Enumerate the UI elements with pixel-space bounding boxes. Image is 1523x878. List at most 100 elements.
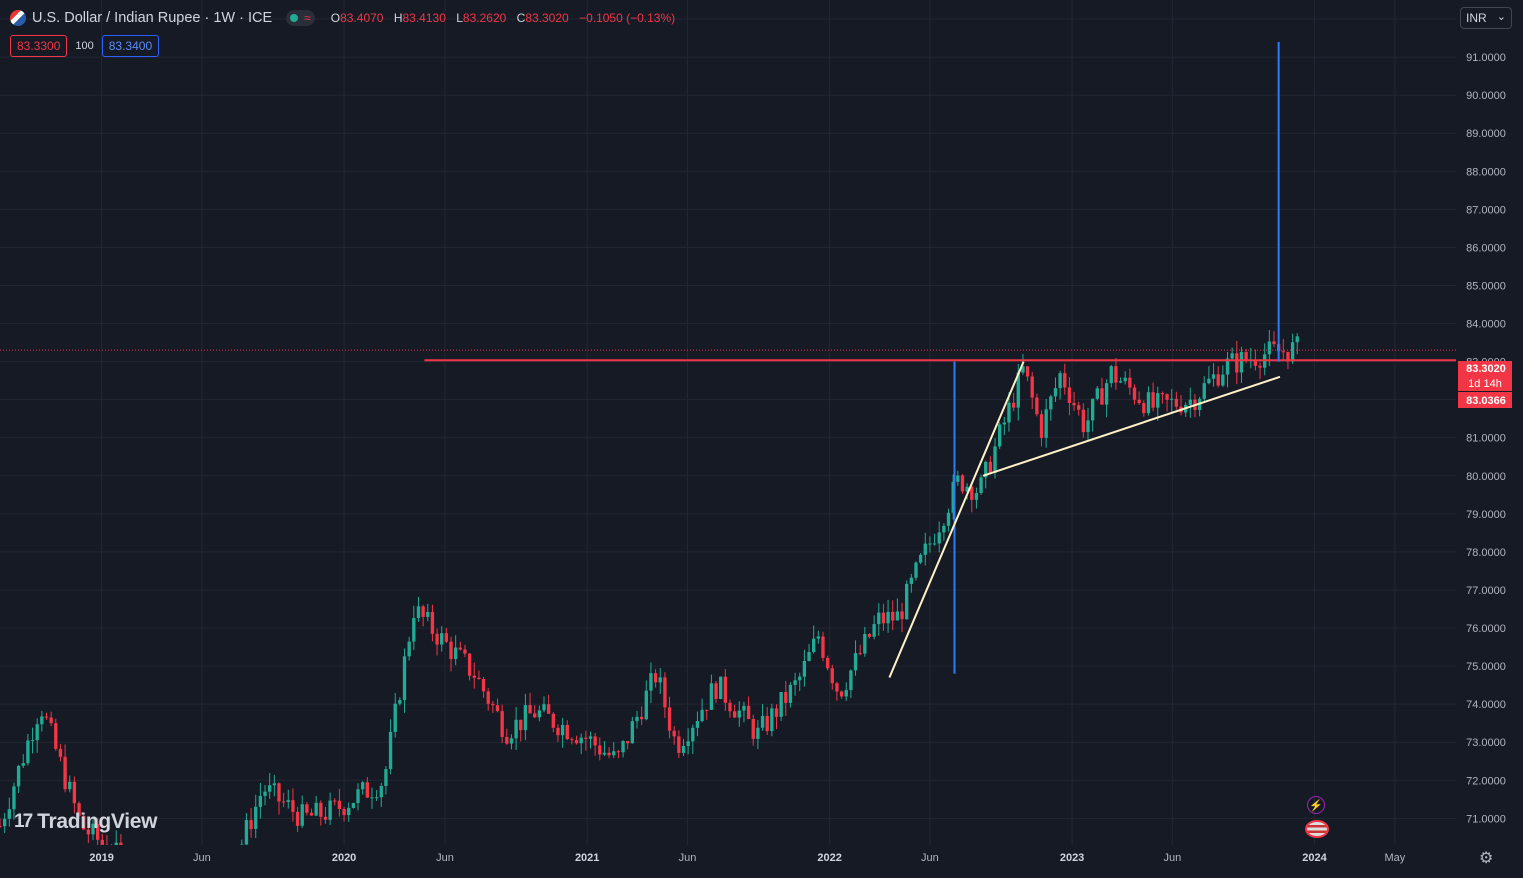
candle <box>435 628 439 656</box>
x-tick-label: Jun <box>1163 852 1181 864</box>
countdown-label: 1d 14h <box>1468 378 1502 390</box>
candle <box>1156 386 1160 421</box>
candle-body <box>723 676 728 703</box>
candle <box>1211 363 1216 387</box>
candle <box>709 674 714 710</box>
price-axis-bg <box>1456 0 1523 845</box>
sell-button[interactable]: 83.3300 <box>10 35 68 57</box>
candle-body <box>1225 358 1230 375</box>
time-axis: 2019 Jun 2020 Jun 2021 Jun 2022 Jun 2023 Jun 2024 M… <box>89 852 1405 864</box>
candle <box>560 717 565 748</box>
candle-body <box>30 740 35 742</box>
currency-select[interactable]: INR ⌄ <box>1460 7 1512 29</box>
candle <box>1058 370 1062 400</box>
candle-body <box>565 724 569 740</box>
candle <box>672 726 676 745</box>
candle-body <box>407 641 411 657</box>
candle <box>728 699 732 718</box>
candle-body <box>849 670 853 691</box>
candle <box>0 818 2 828</box>
y-tick-label: 90.0000 <box>1466 90 1506 102</box>
lightning-icon[interactable]: ⚡ <box>1307 796 1325 814</box>
candle-body <box>7 809 11 819</box>
candle <box>1202 376 1206 402</box>
candle-body <box>719 676 723 699</box>
symbol-header: U.S. Dollar / Indian Rupee · 1W · ICE ≈ … <box>10 8 682 28</box>
candle-body <box>323 816 328 820</box>
candle <box>453 635 458 666</box>
candle-body <box>798 676 802 681</box>
candle <box>49 711 53 727</box>
candle <box>342 806 346 822</box>
candle-body <box>416 606 421 619</box>
candle <box>1114 357 1118 390</box>
candle-body <box>309 812 314 816</box>
candle <box>537 705 542 722</box>
candle-body <box>1151 392 1155 408</box>
candle-body <box>519 719 523 731</box>
candle <box>430 604 435 642</box>
candle <box>1067 377 1072 416</box>
tradingview-logo[interactable]: 17 TradingView <box>14 810 157 834</box>
candle-body <box>584 737 588 739</box>
candle-body <box>463 649 467 654</box>
candle-body <box>728 702 732 712</box>
candle <box>872 615 876 640</box>
candle <box>932 533 937 546</box>
candle <box>700 698 704 723</box>
candle <box>602 741 607 757</box>
candle-body <box>1100 388 1104 405</box>
candle <box>802 649 807 687</box>
candle <box>867 633 872 639</box>
candle-body <box>556 727 560 736</box>
y-tick-label: 77.0000 <box>1466 585 1506 597</box>
candle-body <box>635 716 639 722</box>
market-status-pill[interactable]: ≈ <box>286 10 315 26</box>
candle <box>77 801 81 819</box>
candle <box>370 787 374 809</box>
candle <box>63 744 67 793</box>
candle <box>918 553 923 565</box>
candle-body <box>91 823 95 835</box>
chart-drawings <box>0 41 1456 678</box>
brand-name: TradingView <box>37 810 158 833</box>
candle-body <box>100 839 104 845</box>
candle <box>402 648 407 713</box>
candle <box>1207 366 1211 385</box>
candle-body <box>691 727 695 742</box>
candle-body <box>653 673 658 683</box>
candle <box>1165 393 1169 412</box>
candle-body <box>830 668 834 684</box>
candle <box>779 692 783 722</box>
candle <box>649 662 653 704</box>
y-tick-label: 79.0000 <box>1466 509 1506 521</box>
candle-body <box>467 653 472 676</box>
buy-button[interactable]: 83.3400 <box>101 35 160 57</box>
candle-body <box>737 710 741 718</box>
candle <box>272 774 277 797</box>
candle-body <box>746 705 751 720</box>
candle <box>579 733 583 755</box>
quantity-field[interactable]: 100 <box>75 40 94 52</box>
gear-icon[interactable]: ⚙ <box>1479 850 1494 867</box>
symbol-title[interactable]: U.S. Dollar / Indian Rupee · 1W · ICE <box>32 10 273 26</box>
x-tick-label: 2019 <box>89 852 113 864</box>
candle <box>449 636 453 672</box>
candle-body <box>658 677 662 683</box>
candle <box>309 808 314 816</box>
candle <box>849 669 853 699</box>
candle-body <box>1081 409 1086 433</box>
candle <box>853 640 858 676</box>
candle-body <box>388 731 393 770</box>
candle-body <box>900 611 904 620</box>
candle <box>1123 371 1127 385</box>
candle-body <box>895 611 900 621</box>
candle-body <box>1039 414 1044 438</box>
candle-body <box>1216 374 1220 386</box>
us-flag-icon[interactable] <box>1305 820 1329 838</box>
candle-body <box>644 690 648 720</box>
candle <box>467 653 472 681</box>
y-tick-label: 76.0000 <box>1466 623 1506 635</box>
candle-body <box>649 673 653 691</box>
